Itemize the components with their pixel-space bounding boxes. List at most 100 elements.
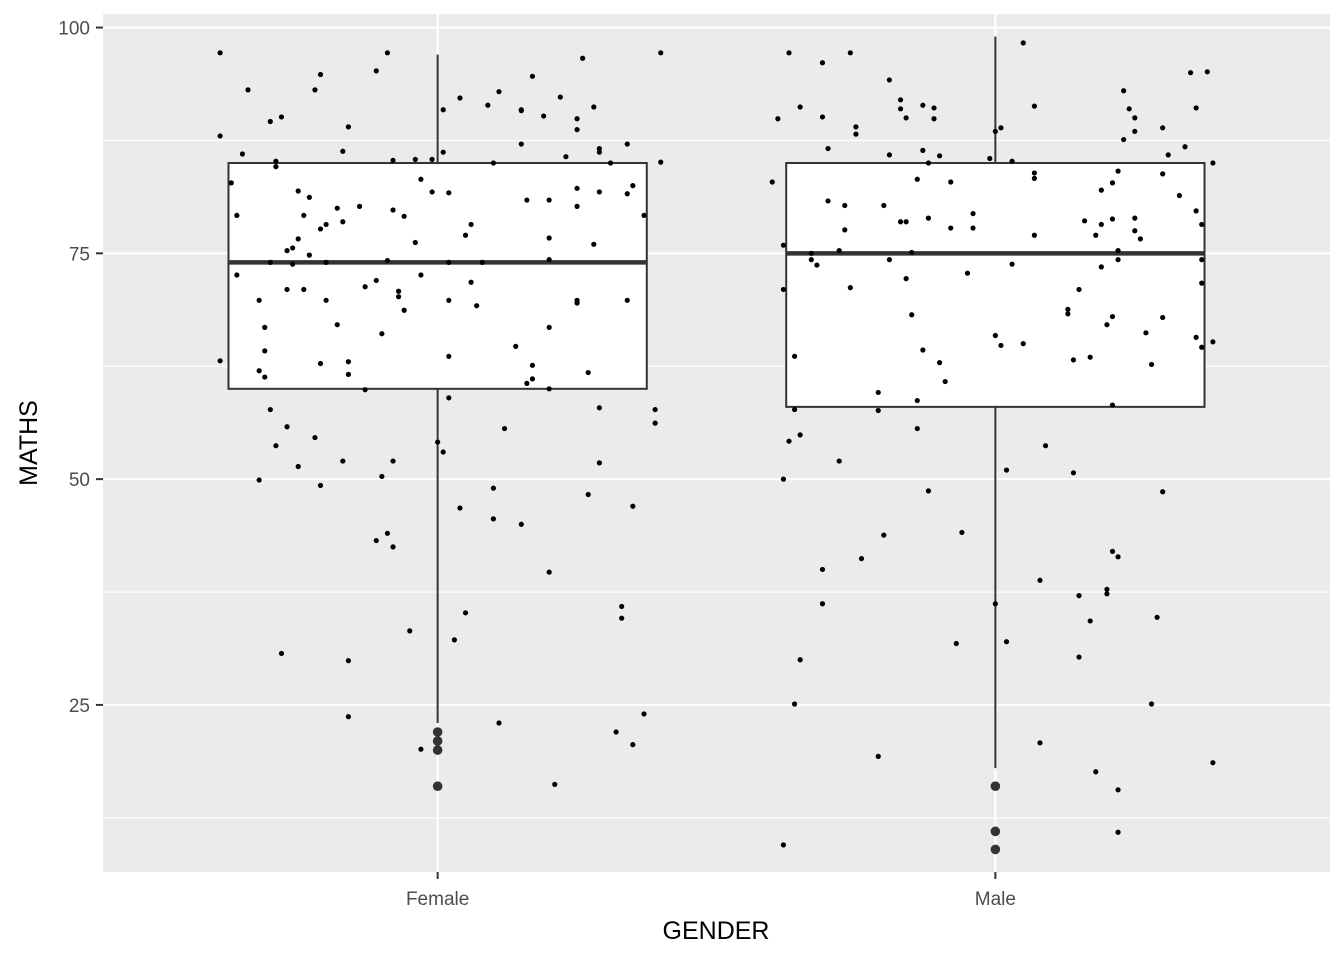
jitter-point xyxy=(1070,357,1077,363)
jitter-point xyxy=(546,257,552,263)
jitter-point xyxy=(306,194,312,200)
jitter-point xyxy=(842,227,848,233)
jitter-point xyxy=(619,615,625,621)
jitter-point xyxy=(808,257,814,263)
jitter-point xyxy=(323,297,329,303)
jitter-point xyxy=(267,118,273,125)
jitter-point xyxy=(1076,593,1082,599)
jitter-point xyxy=(256,477,262,483)
jitter-point xyxy=(596,145,602,152)
jitter-point xyxy=(457,505,463,511)
jitter-point xyxy=(290,245,296,251)
jitter-point xyxy=(641,711,647,717)
jitter-point xyxy=(585,491,591,498)
x-tick-label: Female xyxy=(406,889,469,910)
jitter-point xyxy=(652,420,658,426)
jitter-point xyxy=(1115,829,1121,835)
jitter-point xyxy=(418,746,424,752)
jitter-point xyxy=(529,362,536,368)
jitter-point xyxy=(920,102,926,108)
jitter-point xyxy=(920,347,926,353)
jitter-point xyxy=(267,406,273,413)
jitter-point xyxy=(836,458,842,464)
jitter-point xyxy=(591,104,597,110)
jitter-point xyxy=(217,133,223,139)
jitter-point xyxy=(987,155,993,162)
jitter-point xyxy=(256,297,262,303)
jitter-point xyxy=(228,180,234,186)
jitter-point xyxy=(786,50,792,56)
jitter-point xyxy=(931,105,937,111)
jitter-point xyxy=(931,116,937,122)
jitter-point xyxy=(897,219,904,225)
jitter-point xyxy=(323,259,329,265)
jitter-point xyxy=(1160,171,1166,177)
jitter-point xyxy=(630,183,636,189)
jitter-point xyxy=(284,286,290,293)
jitter-point xyxy=(886,152,892,158)
jitter-point xyxy=(1003,639,1010,645)
jitter-point xyxy=(897,97,904,103)
jitter-point xyxy=(1003,467,1010,473)
jitter-point xyxy=(1199,344,1205,350)
jitter-point xyxy=(875,389,881,396)
jitter-point xyxy=(284,248,290,254)
jitter-point xyxy=(953,640,959,647)
jitter-point xyxy=(295,188,301,194)
jitter-point xyxy=(345,658,351,664)
x-axis-title: GENDER xyxy=(663,917,770,945)
jitter-point xyxy=(903,115,909,121)
jitter-point xyxy=(897,106,904,112)
jitter-point xyxy=(1109,180,1116,186)
jitter-point xyxy=(596,405,602,411)
jitter-point xyxy=(1115,554,1121,560)
jitter-point xyxy=(1193,208,1199,214)
jitter-point xyxy=(340,219,346,225)
outlier-point xyxy=(432,781,443,791)
jitter-point xyxy=(1082,218,1088,224)
jitter-point xyxy=(825,198,831,204)
jitter-point xyxy=(345,714,351,720)
jitter-point xyxy=(284,424,290,430)
jitter-point xyxy=(1031,170,1038,176)
jitter-point xyxy=(658,50,664,56)
jitter-point xyxy=(1087,354,1093,360)
jitter-point xyxy=(490,516,497,522)
jitter-point xyxy=(925,488,932,494)
jitter-point xyxy=(652,406,658,413)
jitter-point xyxy=(468,221,474,228)
jitter-point xyxy=(1210,339,1216,345)
jitter-point xyxy=(1187,70,1194,76)
jitter-point xyxy=(624,141,630,147)
jitter-point xyxy=(334,322,340,328)
jitter-point xyxy=(791,701,798,707)
jitter-point xyxy=(457,95,463,101)
jitter-point xyxy=(301,286,307,293)
jitter-point xyxy=(1065,311,1071,317)
jitter-point xyxy=(786,438,792,444)
jitter-point xyxy=(345,371,351,377)
outlier-point xyxy=(990,826,1001,837)
jitter-point xyxy=(395,288,402,294)
jitter-point xyxy=(468,279,474,285)
jitter-point xyxy=(1132,128,1138,135)
jitter-point xyxy=(513,343,519,349)
jitter-point xyxy=(541,113,547,119)
jitter-point xyxy=(295,463,301,470)
jitter-point xyxy=(925,160,932,166)
jitter-point xyxy=(546,235,552,241)
jitter-point xyxy=(524,380,530,386)
jitter-point xyxy=(853,131,859,137)
jitter-point xyxy=(490,160,497,166)
jitter-point xyxy=(836,248,842,254)
jitter-point xyxy=(936,360,943,366)
jitter-point xyxy=(1154,614,1160,620)
jitter-point xyxy=(847,50,853,56)
jitter-point xyxy=(312,434,318,441)
jitter-point xyxy=(1087,618,1093,624)
jitter-point xyxy=(267,259,273,265)
jitter-point xyxy=(998,342,1004,349)
y-tick-label: 75 xyxy=(69,244,90,265)
jitter-point xyxy=(1182,144,1188,150)
jitter-point xyxy=(1148,361,1155,368)
